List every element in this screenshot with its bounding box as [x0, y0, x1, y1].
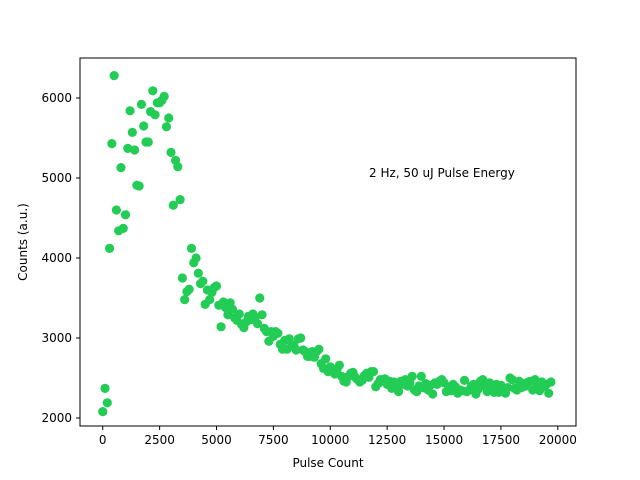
data-point [252, 319, 263, 329]
data-point [159, 91, 169, 101]
data-point [100, 383, 110, 393]
data-point [164, 113, 174, 123]
data-point [161, 122, 172, 132]
data-point [284, 334, 294, 344]
x-tick-label: 0 [99, 433, 107, 447]
data-point [120, 210, 131, 220]
data-point [334, 360, 344, 370]
data-point [102, 398, 112, 408]
data-point [291, 345, 301, 355]
data-point [130, 145, 140, 155]
data-point [143, 137, 153, 147]
data-point [211, 281, 222, 291]
data-point [139, 121, 149, 131]
data-point [428, 389, 438, 399]
data-point [104, 243, 115, 253]
data-point [503, 383, 513, 393]
y-tick-label: 4000 [41, 251, 72, 265]
x-tick-label: 15000 [425, 433, 463, 447]
data-point [273, 328, 283, 338]
data-point [166, 147, 176, 157]
data-point [416, 371, 426, 381]
data-point [216, 322, 226, 332]
data-point [205, 295, 215, 305]
data-point [393, 387, 404, 397]
data-point [198, 276, 208, 286]
y-tick-label: 5000 [41, 171, 72, 185]
data-point [148, 86, 158, 96]
x-tick-label: 20000 [539, 433, 577, 447]
x-tick-label: 10000 [311, 433, 349, 447]
data-point [186, 243, 197, 253]
data-point [136, 99, 147, 109]
data-point [111, 205, 121, 215]
data-point [109, 71, 119, 81]
data-point [546, 377, 556, 387]
y-tick-label: 6000 [41, 91, 72, 105]
data-point [544, 388, 554, 398]
data-point [173, 162, 183, 172]
chart-annotation: 2 Hz, 50 uJ Pulse Energy [369, 166, 515, 180]
data-point [296, 333, 306, 343]
y-tick-label: 3000 [41, 331, 72, 345]
data-point [321, 354, 331, 364]
data-point [191, 253, 201, 263]
x-tick-label: 5000 [201, 433, 232, 447]
data-point [107, 139, 117, 149]
data-point [255, 293, 265, 303]
x-axis-label: Pulse Count [292, 456, 363, 470]
x-tick-label: 12500 [368, 433, 406, 447]
data-point [227, 304, 238, 314]
data-point [118, 223, 128, 233]
data-point [459, 375, 470, 385]
data-point [168, 200, 178, 210]
data-point [473, 384, 483, 394]
data-point [98, 407, 108, 417]
data-point [116, 163, 126, 173]
x-axis-ticks: 0 2500 5000 7500 10000 12500 15000 17500 20000 [99, 426, 577, 447]
data-point [180, 295, 190, 305]
data-point [234, 309, 244, 319]
plot-frame [79, 57, 577, 427]
data-point [184, 284, 194, 294]
y-axis-label: Counts (a.u.) [16, 203, 30, 281]
data-point [150, 110, 160, 120]
y-axis-ticks: 2000 3000 4000 5000 6000 [41, 91, 80, 425]
x-tick-label: 7500 [258, 433, 289, 447]
data-point [257, 310, 267, 320]
data-point [177, 273, 187, 283]
data-point [134, 181, 144, 191]
data-points [98, 71, 556, 417]
data-point [407, 371, 417, 381]
x-tick-label: 17500 [482, 433, 520, 447]
data-point [127, 127, 137, 137]
data-point [193, 268, 203, 278]
x-tick-label: 2500 [144, 433, 175, 447]
data-point [368, 367, 379, 377]
y-tick-label: 2000 [41, 411, 72, 425]
data-point [314, 344, 324, 354]
data-point [175, 195, 185, 205]
data-point [125, 106, 135, 116]
